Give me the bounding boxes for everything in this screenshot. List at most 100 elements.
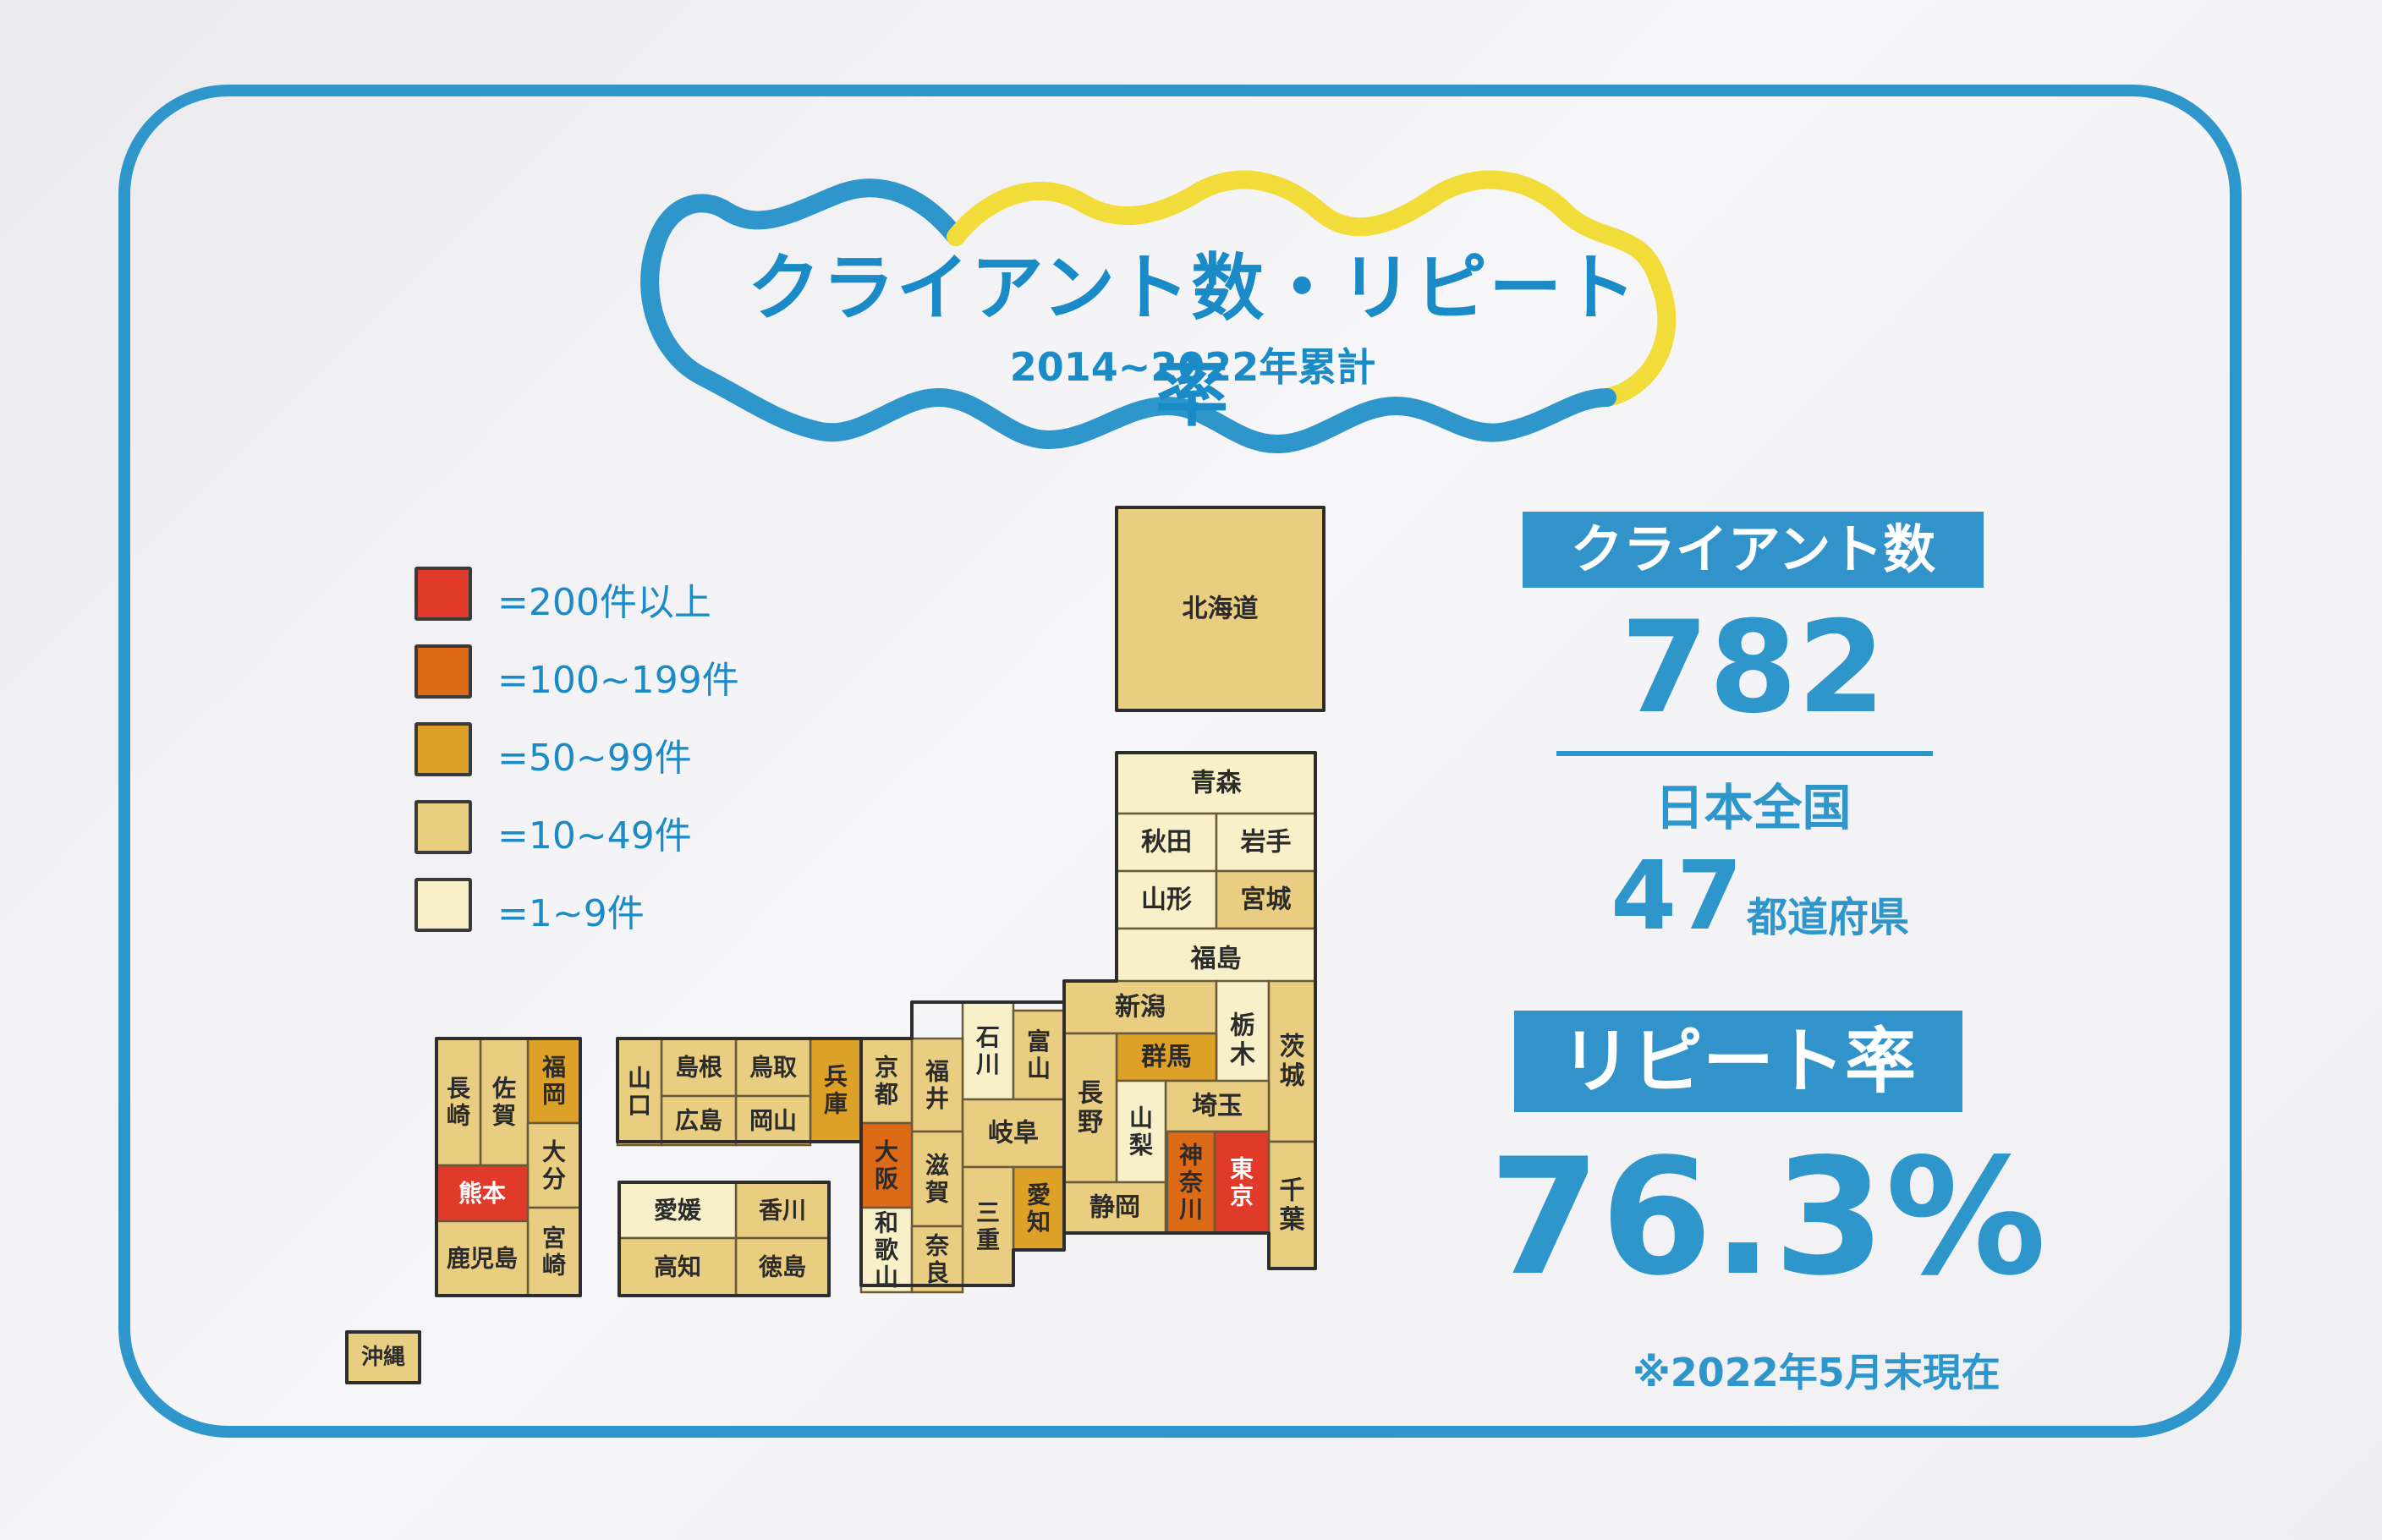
prefecture-tile <box>734 1236 831 1297</box>
prefecture-tile <box>1062 1181 1167 1235</box>
prefecture-label: 井 <box>925 1085 949 1113</box>
divider <box>1556 751 1933 756</box>
prefecture-label: 賀 <box>925 1179 949 1207</box>
prefecture-tile <box>1215 979 1271 1101</box>
prefecture-label: 口 <box>628 1092 651 1120</box>
prefecture-label: 知 <box>1027 1208 1051 1236</box>
prefecture-label: 長 <box>447 1074 471 1102</box>
prefecture-label: 川 <box>976 1050 1000 1078</box>
repeat-badge: リピート率 <box>1514 1011 1962 1112</box>
clients-value: 782 <box>1620 595 1886 742</box>
legend-swatch <box>414 878 472 932</box>
prefecture-label: 富 <box>1027 1028 1051 1055</box>
legend-label: =100~199件 <box>497 659 739 702</box>
prefecture-label: 奈 <box>1178 1169 1204 1197</box>
prefecture-label: 熊本 <box>458 1180 506 1208</box>
prefecture-label: 崎 <box>542 1252 566 1280</box>
prefecture-label: 神 <box>1179 1141 1203 1169</box>
region-outline <box>617 1181 831 1297</box>
prefecture-tile <box>1115 506 1325 712</box>
prefecture-label: 秋田 <box>1141 828 1192 858</box>
prefecture-label: 木 <box>1229 1040 1255 1070</box>
prefecture-tile <box>859 1121 914 1209</box>
prefecture-tile <box>961 1165 1015 1287</box>
prefecture-label: 広島 <box>675 1107 722 1135</box>
region-outline <box>1115 506 1325 712</box>
prefecture-label: 賀 <box>491 1102 516 1130</box>
page-title: クライアント数・リピート率 <box>747 246 1638 436</box>
prefecture-label: 和 <box>875 1208 898 1236</box>
coverage-unit: 都道府県 <box>1747 894 1910 941</box>
region-outline <box>859 1000 1066 1287</box>
prefecture-label: 山 <box>1027 1055 1051 1082</box>
prefecture-label: 良 <box>925 1259 949 1287</box>
coverage-value: 47 <box>1611 841 1743 951</box>
prefecture-label: 茨 <box>1280 1032 1305 1061</box>
legend-label: =200件以上 <box>497 581 711 624</box>
prefecture-label: 岐阜 <box>988 1119 1039 1148</box>
legend-label: =10~49件 <box>497 814 692 858</box>
prefecture-label: 青森 <box>1191 769 1243 798</box>
prefecture-label: 高知 <box>654 1253 701 1281</box>
prefecture-label: 三 <box>976 1198 1000 1226</box>
prefecture-label: 庫 <box>824 1090 848 1118</box>
prefecture-label: 岡 <box>542 1081 566 1109</box>
prefecture-label: 長 <box>1078 1078 1104 1108</box>
prefecture-label: 福 <box>925 1057 949 1085</box>
prefecture-label: 大 <box>875 1137 898 1165</box>
prefecture-tile <box>809 1037 863 1143</box>
prefecture-label: 山形 <box>1141 885 1192 915</box>
prefecture-label: 沖縄 <box>361 1345 405 1370</box>
legend-label: =1~9件 <box>497 892 645 935</box>
prefecture-label: 葉 <box>1279 1205 1306 1235</box>
rounded-frame <box>118 85 2242 1438</box>
page-subtitle: 2014~2022年累計 <box>1009 344 1376 390</box>
prefecture-tile <box>435 1164 530 1223</box>
legend-swatch <box>414 722 472 776</box>
prefecture-tile <box>1215 812 1317 873</box>
repeat-value: 76.3% <box>1489 1124 2047 1311</box>
prefecture-tile <box>1213 1130 1271 1235</box>
prefecture-label: 宮城 <box>1241 885 1292 915</box>
prefecture-tile <box>660 1094 738 1147</box>
prefecture-label: 分 <box>542 1165 566 1193</box>
prefecture-label: 福 <box>541 1053 566 1081</box>
prefecture-label: 福島 <box>1190 945 1242 974</box>
prefecture-label: 岩手 <box>1241 828 1292 858</box>
prefecture-label: 京 <box>1230 1182 1254 1210</box>
wave-yellow-top <box>947 170 1677 407</box>
prefecture-label: 歌 <box>875 1236 899 1264</box>
region-outline <box>1062 751 1317 1270</box>
region-outline <box>435 1037 582 1297</box>
prefecture-label: 兵 <box>824 1062 848 1090</box>
prefecture-label: 島根 <box>675 1054 722 1082</box>
prefecture-label: 鹿児島 <box>447 1245 518 1273</box>
prefecture-label: 愛媛 <box>654 1197 702 1225</box>
footnote: ※2022年5月末現在 <box>1633 1350 2001 1395</box>
prefecture-label: 重 <box>976 1226 1000 1254</box>
prefecture-tile <box>734 1037 812 1098</box>
legend-swatch <box>414 800 472 854</box>
prefecture-label: 栃 <box>1230 1011 1255 1040</box>
prefecture-label: 徳島 <box>758 1253 806 1281</box>
prefecture-tile <box>910 1037 964 1133</box>
legend-swatch <box>414 567 472 621</box>
prefecture-label: 京 <box>875 1053 898 1081</box>
prefecture-label: 岡山 <box>749 1107 797 1135</box>
prefecture-tile <box>1115 751 1317 815</box>
prefecture-label: 滋 <box>925 1151 949 1179</box>
prefecture-label: 石 <box>975 1023 1000 1051</box>
prefecture-label: 梨 <box>1129 1132 1153 1159</box>
prefecture-label: 城 <box>1280 1061 1305 1091</box>
prefecture-label: 千 <box>1280 1176 1305 1205</box>
wave-blue-bottom <box>640 236 1616 454</box>
prefecture-tile <box>1115 812 1218 873</box>
prefecture-label: 鳥取 <box>749 1054 797 1082</box>
prefecture-label: 山 <box>628 1064 651 1092</box>
prefecture-label: 群馬 <box>1141 1043 1192 1072</box>
prefecture-label: 宮 <box>542 1224 566 1252</box>
legend-swatch <box>414 644 472 699</box>
prefecture-label: 奈 <box>925 1231 950 1259</box>
